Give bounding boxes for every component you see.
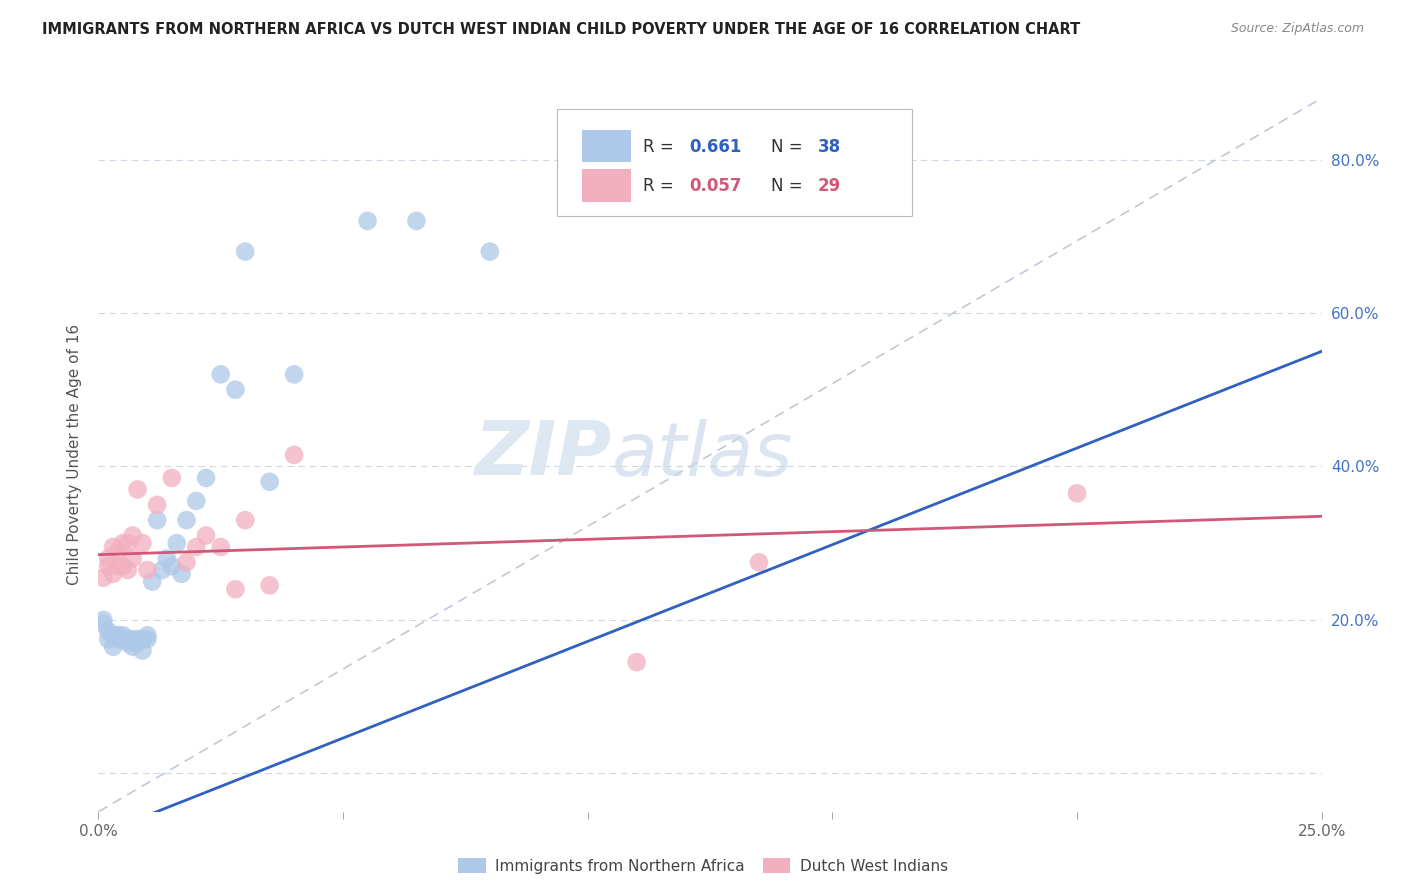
Point (97, 624, 120, 639)
Point (111, 559, 134, 574)
Point (233, 513, 256, 527)
Point (121, 632, 143, 646)
Point (209, 540, 232, 554)
Text: atlas: atlas (612, 419, 793, 491)
Point (170, 566, 193, 581)
Point (141, 574, 163, 589)
Point (160, 471, 183, 485)
Point (166, 536, 188, 550)
Point (1066, 486, 1088, 500)
Point (107, 632, 129, 646)
Point (626, 655, 648, 669)
Point (146, 513, 169, 527)
Point (478, 244, 501, 259)
Point (259, 578, 281, 592)
Point (209, 368, 232, 382)
Point (131, 536, 153, 550)
Point (224, 383, 246, 397)
Point (107, 544, 129, 558)
Text: R =: R = (643, 177, 679, 194)
Point (156, 551, 179, 566)
Point (283, 368, 305, 382)
Text: R =: R = (643, 137, 679, 155)
Point (101, 540, 124, 554)
Text: Source: ZipAtlas.com: Source: ZipAtlas.com (1230, 22, 1364, 36)
Legend: Immigrants from Northern Africa, Dutch West Indians: Immigrants from Northern Africa, Dutch W… (453, 852, 953, 880)
Point (160, 559, 183, 574)
Point (97, 551, 120, 566)
Point (136, 563, 159, 577)
Point (101, 640, 124, 654)
Point (186, 540, 208, 554)
Text: N =: N = (772, 137, 808, 155)
FancyBboxPatch shape (582, 169, 630, 202)
Point (97, 632, 120, 646)
Text: IMMIGRANTS FROM NORTHERN AFRICA VS DUTCH WEST INDIAN CHILD POVERTY UNDER THE AGE: IMMIGRANTS FROM NORTHERN AFRICA VS DUTCH… (42, 22, 1080, 37)
Point (136, 628, 159, 642)
Point (127, 636, 149, 650)
Point (127, 632, 149, 646)
Point (121, 640, 143, 654)
Point (195, 471, 218, 485)
Point (101, 628, 124, 642)
Point (233, 244, 256, 259)
Point (176, 555, 198, 569)
Point (101, 566, 124, 581)
Point (224, 582, 246, 597)
Point (117, 536, 139, 550)
Text: 38: 38 (818, 137, 841, 155)
Point (111, 628, 134, 642)
Text: 0.661: 0.661 (689, 137, 741, 155)
Text: N =: N = (772, 177, 808, 194)
Point (107, 628, 129, 642)
Text: 29: 29 (818, 177, 841, 194)
Point (176, 513, 198, 527)
Point (91, 613, 114, 627)
Point (117, 636, 139, 650)
Point (356, 214, 378, 228)
Point (127, 483, 149, 497)
Point (111, 632, 134, 646)
Point (131, 643, 153, 657)
Text: 0.057: 0.057 (689, 177, 742, 194)
FancyBboxPatch shape (557, 109, 912, 216)
Point (405, 214, 427, 228)
Point (117, 563, 139, 577)
Point (121, 528, 143, 542)
Text: ZIP: ZIP (475, 418, 612, 491)
Point (136, 632, 159, 646)
Point (748, 555, 770, 569)
Point (107, 559, 129, 574)
Y-axis label: Child Poverty Under the Age of 16: Child Poverty Under the Age of 16 (67, 325, 83, 585)
Point (195, 528, 218, 542)
Point (117, 632, 139, 646)
Point (146, 498, 169, 512)
Point (91, 571, 114, 585)
Point (283, 448, 305, 462)
Point (186, 494, 208, 508)
Point (259, 475, 281, 489)
Point (131, 632, 153, 646)
FancyBboxPatch shape (582, 130, 630, 162)
Point (111, 536, 134, 550)
Point (97, 559, 120, 574)
Point (121, 551, 143, 566)
Point (91, 616, 114, 631)
Point (150, 563, 173, 577)
